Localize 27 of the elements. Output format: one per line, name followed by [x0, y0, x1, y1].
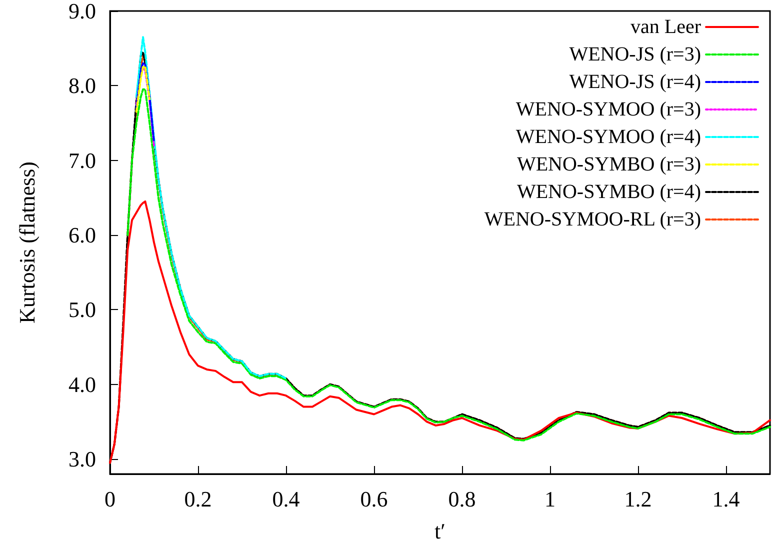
y-tick-label: 4.0	[68, 372, 96, 397]
line-series	[135, 66, 151, 113]
legend-label: WENO-SYMBO (r=4)	[516, 181, 701, 203]
y-tick-label: 7.0	[68, 148, 96, 173]
x-tick-label: 1	[544, 486, 556, 512]
y-tick-label: 8.0	[68, 73, 96, 98]
y-tick-label: 9.0	[68, 0, 96, 24]
line-series	[135, 36, 287, 380]
legend-label: WENO-SYMBO (r=3)	[516, 154, 701, 176]
x-axis-title: t′	[434, 518, 446, 544]
x-tick-label: 1.4	[712, 486, 740, 512]
legend-label: van Leer	[630, 16, 702, 38]
x-tick-label: 0.6	[360, 486, 388, 512]
x-tick-label: 0.4	[272, 486, 300, 512]
y-tick-label: 5.0	[68, 297, 96, 322]
x-tick-label: 0	[104, 486, 116, 512]
x-tick-label: 0.2	[184, 486, 212, 512]
legend-label: WENO-JS (r=4)	[569, 71, 701, 93]
legend-label: WENO-SYMOO (r=4)	[516, 126, 701, 148]
y-tick-label: 3.0	[68, 446, 96, 472]
legend-label: WENO-SYMOO-RL (r=3)	[484, 208, 701, 230]
x-tick-label: 1.2	[624, 486, 652, 512]
legend-label: WENO-SYMOO (r=3)	[516, 98, 701, 120]
y-axis-title: Kurtosis (flatness)	[14, 162, 40, 324]
y-tick-label: 6.0	[68, 222, 96, 248]
x-tick-label: 0.8	[448, 486, 476, 512]
legend-label: WENO-JS (r=3)	[569, 44, 701, 66]
